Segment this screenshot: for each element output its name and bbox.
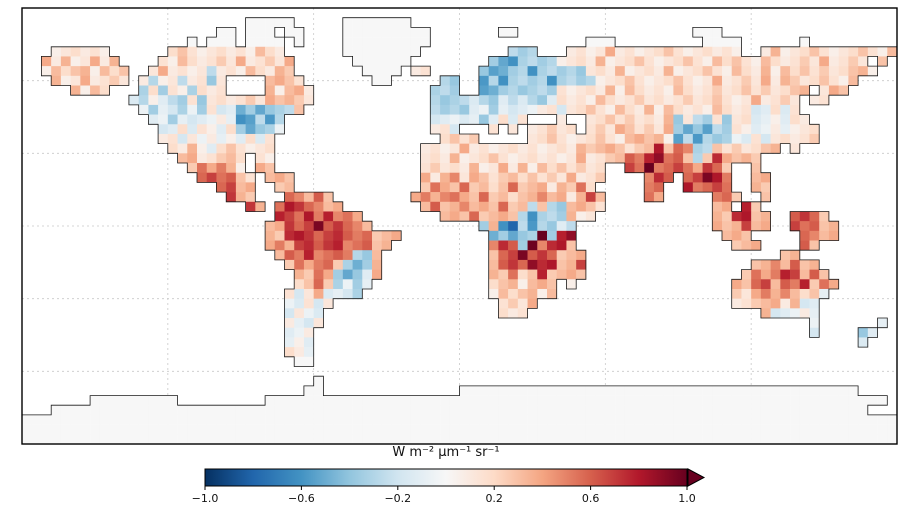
colorbar-gradient: [204, 468, 706, 490]
colorbar-unit-label: W m⁻² µm⁻¹ sr⁻¹: [392, 445, 500, 460]
world-heatmap: [21, 7, 898, 445]
